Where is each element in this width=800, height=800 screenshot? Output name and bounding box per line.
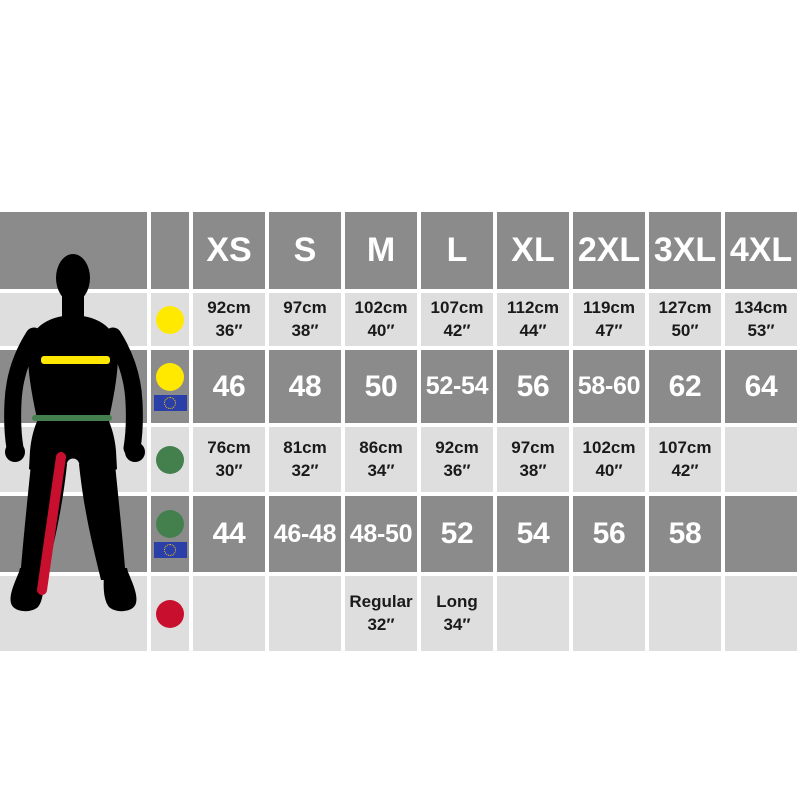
cell-waist-cm: 107cm 42″	[649, 427, 721, 492]
figure-column-stripe	[0, 293, 147, 346]
cell-chest-cm: 107cm 42″	[421, 293, 493, 346]
chest-cm-row-icon	[151, 293, 189, 346]
cell-waist-cm: 81cm 32″	[269, 427, 341, 492]
cell-waist-eu: 58	[649, 496, 721, 572]
cell-chest-cm: 119cm 47″	[573, 293, 645, 346]
cell-waist-eu: 54	[497, 496, 569, 572]
cell-waist-cm: 102cm 40″	[573, 427, 645, 492]
cell-inseam	[497, 576, 569, 651]
yellow-circle-icon	[156, 362, 184, 391]
size-header-xs: XS	[193, 212, 265, 289]
cell-chest-cm: 112cm 44″	[497, 293, 569, 346]
size-header-m: M	[345, 212, 417, 289]
eu-flag-icon	[153, 542, 187, 558]
red-circle-icon	[156, 599, 184, 628]
cell-waist-eu: 56	[573, 496, 645, 572]
chest-eu-row-icon	[151, 350, 189, 423]
cell-chest-eu: 64	[725, 350, 797, 423]
cell-chest-cm: 92cm 36″	[193, 293, 265, 346]
size-header-s: S	[269, 212, 341, 289]
cell-chest-cm: 102cm 40″	[345, 293, 417, 346]
cell-waist-cm: 97cm 38″	[497, 427, 569, 492]
size-header-4xl: 4XL	[725, 212, 797, 289]
cell-waist-eu: 44	[193, 496, 265, 572]
cell-waist-eu: 52	[421, 496, 493, 572]
cell-chest-eu: 52-54	[421, 350, 493, 423]
cell-chest-eu: 46	[193, 350, 265, 423]
cell-chest-eu: 48	[269, 350, 341, 423]
waist-eu-row-icon	[151, 496, 189, 572]
cell-chest-eu: 62	[649, 350, 721, 423]
eu-stars-ring	[164, 544, 176, 556]
figure-column-stripe	[0, 350, 147, 423]
cell-inseam	[573, 576, 645, 651]
green-circle-icon	[156, 445, 184, 474]
cell-chest-eu: 58-60	[573, 350, 645, 423]
eu-stars-ring	[164, 396, 176, 409]
cell-chest-cm: 134cm 53″	[725, 293, 797, 346]
size-header-xl: XL	[497, 212, 569, 289]
size-header-l: L	[421, 212, 493, 289]
size-header-3xl: 3XL	[649, 212, 721, 289]
inseam-row-icon	[151, 576, 189, 651]
green-circle-icon	[156, 510, 184, 538]
figure-column-stripe	[0, 576, 147, 651]
cell-waist-eu	[725, 496, 797, 572]
figure-column-stripe	[0, 496, 147, 572]
cell-chest-cm: 97cm 38″	[269, 293, 341, 346]
cell-inseam	[269, 576, 341, 651]
cell-chest-eu: 56	[497, 350, 569, 423]
cell-inseam	[649, 576, 721, 651]
cell-waist-eu: 48-50	[345, 496, 417, 572]
cell-inseam	[725, 576, 797, 651]
cell-inseam: Regular 32″	[345, 576, 417, 651]
cell-inseam	[193, 576, 265, 651]
cell-chest-cm: 127cm 50″	[649, 293, 721, 346]
waist-cm-row-icon	[151, 427, 189, 492]
size-chart: XS S M L XL 2XL 3XL 4XL 92cm 36″ 97cm 38…	[0, 212, 797, 651]
size-header-2xl: 2XL	[573, 212, 645, 289]
cell-waist-eu: 46-48	[269, 496, 341, 572]
cell-waist-cm: 92cm 36″	[421, 427, 493, 492]
cell-waist-cm: 76cm 30″	[193, 427, 265, 492]
eu-flag-icon	[153, 394, 187, 411]
yellow-circle-icon	[156, 305, 184, 334]
figure-column-stripe	[0, 212, 147, 289]
figure-column-stripe	[0, 427, 147, 492]
cell-waist-cm: 86cm 34″	[345, 427, 417, 492]
cell-waist-cm	[725, 427, 797, 492]
icon-column-header	[151, 212, 189, 289]
cell-chest-eu: 50	[345, 350, 417, 423]
cell-inseam: Long 34″	[421, 576, 493, 651]
